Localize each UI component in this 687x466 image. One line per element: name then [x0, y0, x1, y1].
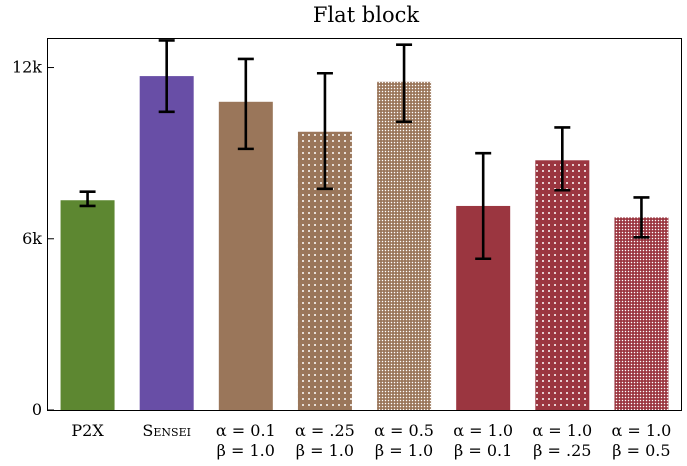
error-bar-1: [79, 190, 96, 208]
bar-8: [614, 217, 669, 410]
bar-5: [377, 81, 432, 411]
x-tick-label-line2: β = 1.0: [375, 441, 433, 460]
error-bar-5: [396, 43, 413, 124]
x-axis-labels: P2X Sensei α = 0.1β = 1.0α = .25β = 1.0α =…: [71, 421, 671, 460]
y-tick-label: 0: [32, 400, 42, 419]
x-tick-label-line1: α = 0.5: [374, 421, 434, 440]
plot-frame: [47, 38, 682, 411]
bar-7: [535, 160, 590, 410]
x-tick-label-line1: α = 1.0: [612, 421, 672, 440]
error-bar-3: [237, 57, 254, 151]
x-tick-label-line2: β = 0.1: [454, 441, 512, 460]
chart-title: Flat block: [313, 3, 419, 27]
x-tick-label-line2: β = 1.0: [217, 441, 275, 460]
x-tick-label-line1: P2X: [71, 421, 104, 440]
x-tick-label-line2: β = .25: [533, 441, 591, 460]
x-tick-label-line1: α = 1.0: [532, 421, 592, 440]
x-tick-label-line2: β = 0.5: [612, 441, 670, 460]
bar-2: [139, 76, 194, 410]
error-bar-2: [158, 39, 175, 114]
bars: [60, 76, 669, 411]
y-tick-label: 12k: [12, 58, 42, 77]
x-tick-label-line2: β = 1.0: [296, 441, 354, 460]
error-bar-7: [554, 126, 571, 192]
bar-3: [218, 101, 273, 411]
x-tick-label-line1: α = .25: [295, 421, 355, 440]
x-tick-label-line1: α = 0.1: [216, 421, 276, 440]
bar-1: [60, 200, 115, 410]
y-axis-ticks: 0 6k 12k: [12, 58, 54, 419]
x-tick-label-line1: α = 1.0: [453, 421, 513, 440]
error-bar-6: [475, 151, 492, 261]
y-tick-label: 6k: [22, 229, 42, 248]
x-tick-label-line1: Sensei: [142, 421, 191, 440]
error-bars: [79, 39, 650, 261]
error-bar-4: [316, 71, 333, 191]
error-bar-8: [633, 196, 650, 239]
